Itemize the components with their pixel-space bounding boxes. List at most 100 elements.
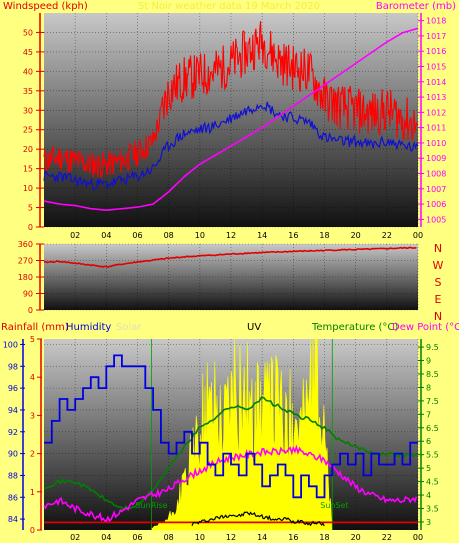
temperature-tick-label: 5 [426, 464, 431, 473]
windspeed-tick-label: 40 [23, 67, 33, 76]
x-tick-label: 22 [382, 231, 392, 240]
temperature-tick-label: 7 [426, 410, 431, 419]
temperature-tick-label: 3 [426, 518, 431, 527]
compass-label: W [433, 259, 444, 272]
x-tick-label: 18 [319, 231, 329, 240]
temperature-tick-label: 4.5 [426, 478, 439, 487]
barometer-tick-label: 1018 [426, 17, 446, 26]
temperature-tick-label: 3.5 [426, 504, 439, 513]
barometer-tick-label: 1009 [426, 154, 446, 163]
humidity-tick-label: 94 [8, 406, 18, 415]
temperature-tick-label: 4 [426, 491, 431, 500]
compass-label: N [434, 242, 442, 255]
direction-tick-label: 90 [23, 290, 33, 299]
barometer-tick-label: 1017 [426, 32, 446, 41]
rainfall-tick-label: 2 [30, 450, 35, 459]
windspeed-tick-label: 30 [23, 106, 33, 115]
sunrise-label: SunRise [136, 501, 168, 510]
direction-tick-label: 270 [18, 257, 33, 266]
barometer-tick-label: 1010 [426, 139, 446, 148]
barometer-tick-label: 1007 [426, 185, 446, 194]
barometer-tick-label: 1016 [426, 47, 446, 56]
temperature-tick-label: 8 [426, 383, 431, 392]
windspeed-tick-label: 20 [23, 145, 33, 154]
x-tick-label: 20 [351, 231, 361, 240]
windspeed-tick-label: 35 [23, 87, 33, 96]
wind-axes: 02 04 06 08 10 12 14 16 18 20 22 000510152025303540… [23, 13, 446, 240]
solar-area [151, 338, 333, 531]
windspeed-tick-label: 5 [28, 204, 33, 213]
direction-series [43, 246, 417, 268]
x-tick-label: 16 [288, 231, 298, 240]
x-tick-label: 00 [413, 533, 423, 542]
x-tick-label: 06 [132, 533, 142, 542]
rainfall-tick-label: 0 [30, 526, 35, 535]
uv-line [191, 511, 325, 527]
temperature-tick-label: 6.5 [426, 424, 439, 433]
temp-series [43, 338, 419, 531]
windspeed-tick-label: 0 [28, 223, 33, 232]
solar-axis-label: Solar [116, 322, 142, 333]
rainfall-tick-label: 1 [30, 488, 35, 497]
windspeed-tick-label: 25 [23, 126, 33, 135]
x-tick-label: 04 [101, 231, 111, 240]
wind-barometer-chart: 02 04 06 08 10 12 14 16 18 20 22 000510152025303540… [3, 1, 456, 240]
x-tick-label: 12 [226, 533, 236, 542]
compass-label: N [434, 310, 442, 323]
direction-gridlines [44, 243, 419, 311]
wind-average-line [43, 101, 419, 191]
barometer-axis-label: Barometer (mb) [376, 1, 456, 12]
windspeed-tick-label: 45 [23, 48, 33, 57]
temperature-line [43, 396, 419, 511]
temperature-tick-label: 9.5 [426, 343, 439, 352]
compass-label: S [435, 276, 442, 289]
barometer-line [43, 27, 419, 212]
x-tick-label: 14 [257, 231, 267, 240]
temperature-humidity-chart: 02 04 06 08 10 12 14 16 18 20 22 008486889092949698… [1, 322, 459, 542]
x-tick-label: 04 [101, 533, 111, 542]
humidity-tick-label: 88 [8, 471, 18, 480]
x-tick-label: 06 [132, 231, 142, 240]
barometer-tick-label: 1014 [426, 78, 446, 87]
chart-title: St Noir weather data 19 March 2020 [138, 1, 320, 12]
x-tick-label: 16 [288, 533, 298, 542]
x-tick-label: 00 [413, 231, 423, 240]
x-tick-label: 02 [70, 533, 80, 542]
humidity-tick-label: 96 [8, 384, 18, 393]
barometer-tick-label: 1006 [426, 200, 446, 209]
temperature-axis-label: Temperature (°C) [311, 322, 398, 333]
temp-axes: 02 04 06 08 10 12 14 16 18 20 22 008486889092949698… [3, 335, 439, 542]
direction-axes: 0 90 180 270 360 [18, 240, 44, 315]
windspeed-tick-label: 10 [23, 184, 33, 193]
wind-gust-line [43, 21, 418, 179]
x-tick-label: 10 [195, 533, 205, 542]
rainfall-tick-label: 3 [30, 411, 35, 420]
humidity-axis-label: Humidity [66, 322, 111, 333]
windspeed-tick-label: 50 [23, 28, 33, 37]
barometer-tick-label: 1015 [426, 63, 446, 72]
humidity-tick-label: 100 [3, 340, 18, 349]
windspeed-axis-label: Windspeed (kph) [3, 1, 88, 12]
x-tick-label: 08 [164, 533, 174, 542]
x-tick-label: 12 [226, 231, 236, 240]
direction-tick-label: 180 [18, 273, 33, 282]
rainfall-tick-label: 4 [30, 373, 35, 382]
x-tick-label: 08 [164, 231, 174, 240]
humidity-tick-label: 98 [8, 362, 18, 371]
barometer-tick-label: 1011 [426, 124, 446, 133]
humidity-tick-label: 92 [8, 428, 18, 437]
temperature-tick-label: 7.5 [426, 397, 439, 406]
windspeed-tick-label: 15 [23, 165, 33, 174]
x-tick-label: 10 [195, 231, 205, 240]
rainfall-axis-label: Rainfall (mm) [1, 322, 69, 333]
x-tick-label: 20 [351, 533, 361, 542]
direction-tick-label: 360 [18, 240, 33, 249]
barometer-tick-label: 1008 [426, 170, 446, 179]
temperature-tick-label: 6 [426, 437, 431, 446]
humidity-line [44, 354, 418, 499]
x-tick-label: 22 [382, 533, 392, 542]
humidity-tick-label: 84 [8, 515, 18, 524]
